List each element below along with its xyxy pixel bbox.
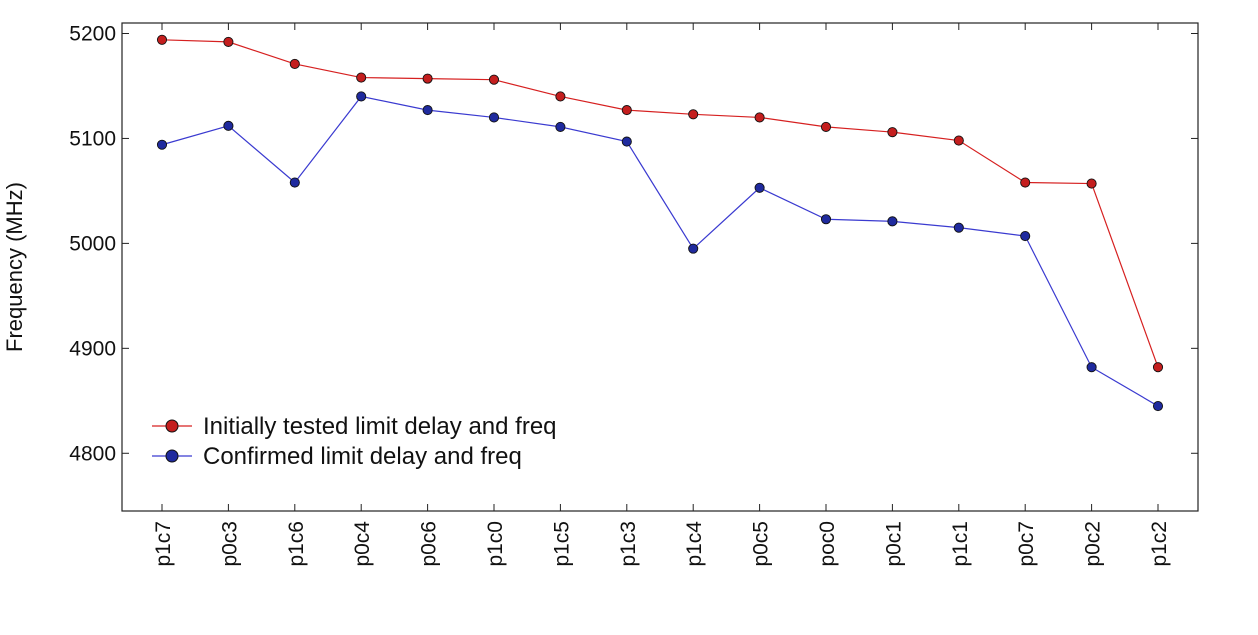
plot-axes: 4800 4900 5000 5100 5200 p1c7 p0c3 p1c6 p0c4 p0c6…: [69, 22, 1199, 567]
series-1-point: [1152, 401, 1164, 412]
x-tick-label: p1c5: [550, 521, 573, 567]
series-0-point: [953, 135, 964, 146]
series-layer: [156, 34, 1164, 412]
series-1-point: [953, 222, 964, 233]
series-1-point: [488, 112, 500, 123]
x-tick-label: p0c6: [418, 521, 441, 567]
series-1-point: [555, 121, 566, 132]
legend-marker-confirmed: [165, 449, 179, 463]
x-tick-label: p0c1: [882, 521, 905, 567]
series-0-point: [1020, 177, 1031, 188]
y-tick-label: 4800: [69, 442, 116, 465]
series-1-point: [820, 214, 832, 225]
legend-marker-initial: [165, 419, 179, 433]
y-axis-title: Frequency (MHz): [2, 182, 27, 352]
series-line-1: [161, 95, 1159, 407]
series-0-point: [156, 34, 168, 45]
series-1-point: [1086, 362, 1097, 373]
series-1-point: [621, 136, 632, 147]
x-tick-label: p0c4: [351, 521, 374, 567]
x-tick-label: p1c6: [285, 521, 308, 567]
x-tick-label: poc0: [816, 521, 839, 567]
x-tick-label: p1c3: [617, 521, 640, 567]
series-1-point: [156, 139, 168, 150]
series-1-point: [887, 216, 898, 227]
series-0-point: [422, 73, 433, 84]
series-1-point: [223, 120, 234, 131]
y-tick-label: 4900: [69, 337, 116, 360]
series-1-point: [1020, 230, 1031, 242]
x-tick-label: p0c3: [218, 521, 241, 567]
legend-label-initial: Initially tested limit delay and freq: [203, 413, 557, 440]
series-0-point: [887, 127, 898, 138]
x-tick-label: p0c5: [750, 521, 773, 567]
series-1-point: [754, 182, 765, 193]
series-1-point: [422, 105, 433, 116]
series-0-point: [820, 121, 832, 132]
series-0-point: [488, 74, 500, 85]
x-tick-label: p0c2: [1082, 521, 1105, 567]
series-line-0: [161, 39, 1159, 368]
x-tick-label: p0c7: [1015, 521, 1038, 567]
y-tick-label: 5200: [69, 22, 116, 45]
plot-frame: [121, 22, 1199, 512]
series-0-point: [356, 72, 367, 83]
series-0-point: [621, 105, 632, 116]
y-tick-label: 5100: [69, 127, 116, 150]
x-tick-label: p1c4: [683, 521, 706, 567]
series-0-point: [555, 91, 566, 102]
series-0-point: [1086, 178, 1097, 189]
legend: Initially tested limit delay and freq Co…: [152, 413, 557, 470]
series-0-point: [223, 36, 234, 47]
legend-label-confirmed: Confirmed limit delay and freq: [203, 443, 522, 470]
x-tick-label: p1c1: [949, 521, 972, 567]
series-0-point: [1152, 362, 1164, 373]
series-0-point: [289, 58, 300, 69]
x-tick-label: p1c2: [1148, 521, 1171, 567]
x-tick-label: p1c0: [484, 521, 507, 567]
series-0-point: [754, 112, 765, 123]
series-0-point: [688, 109, 699, 120]
series-1-point: [356, 91, 367, 102]
series-1-point: [688, 243, 699, 254]
series-1-point: [289, 177, 300, 188]
x-tick-label: p1c7: [152, 521, 175, 567]
y-tick-label: 5000: [69, 232, 116, 255]
